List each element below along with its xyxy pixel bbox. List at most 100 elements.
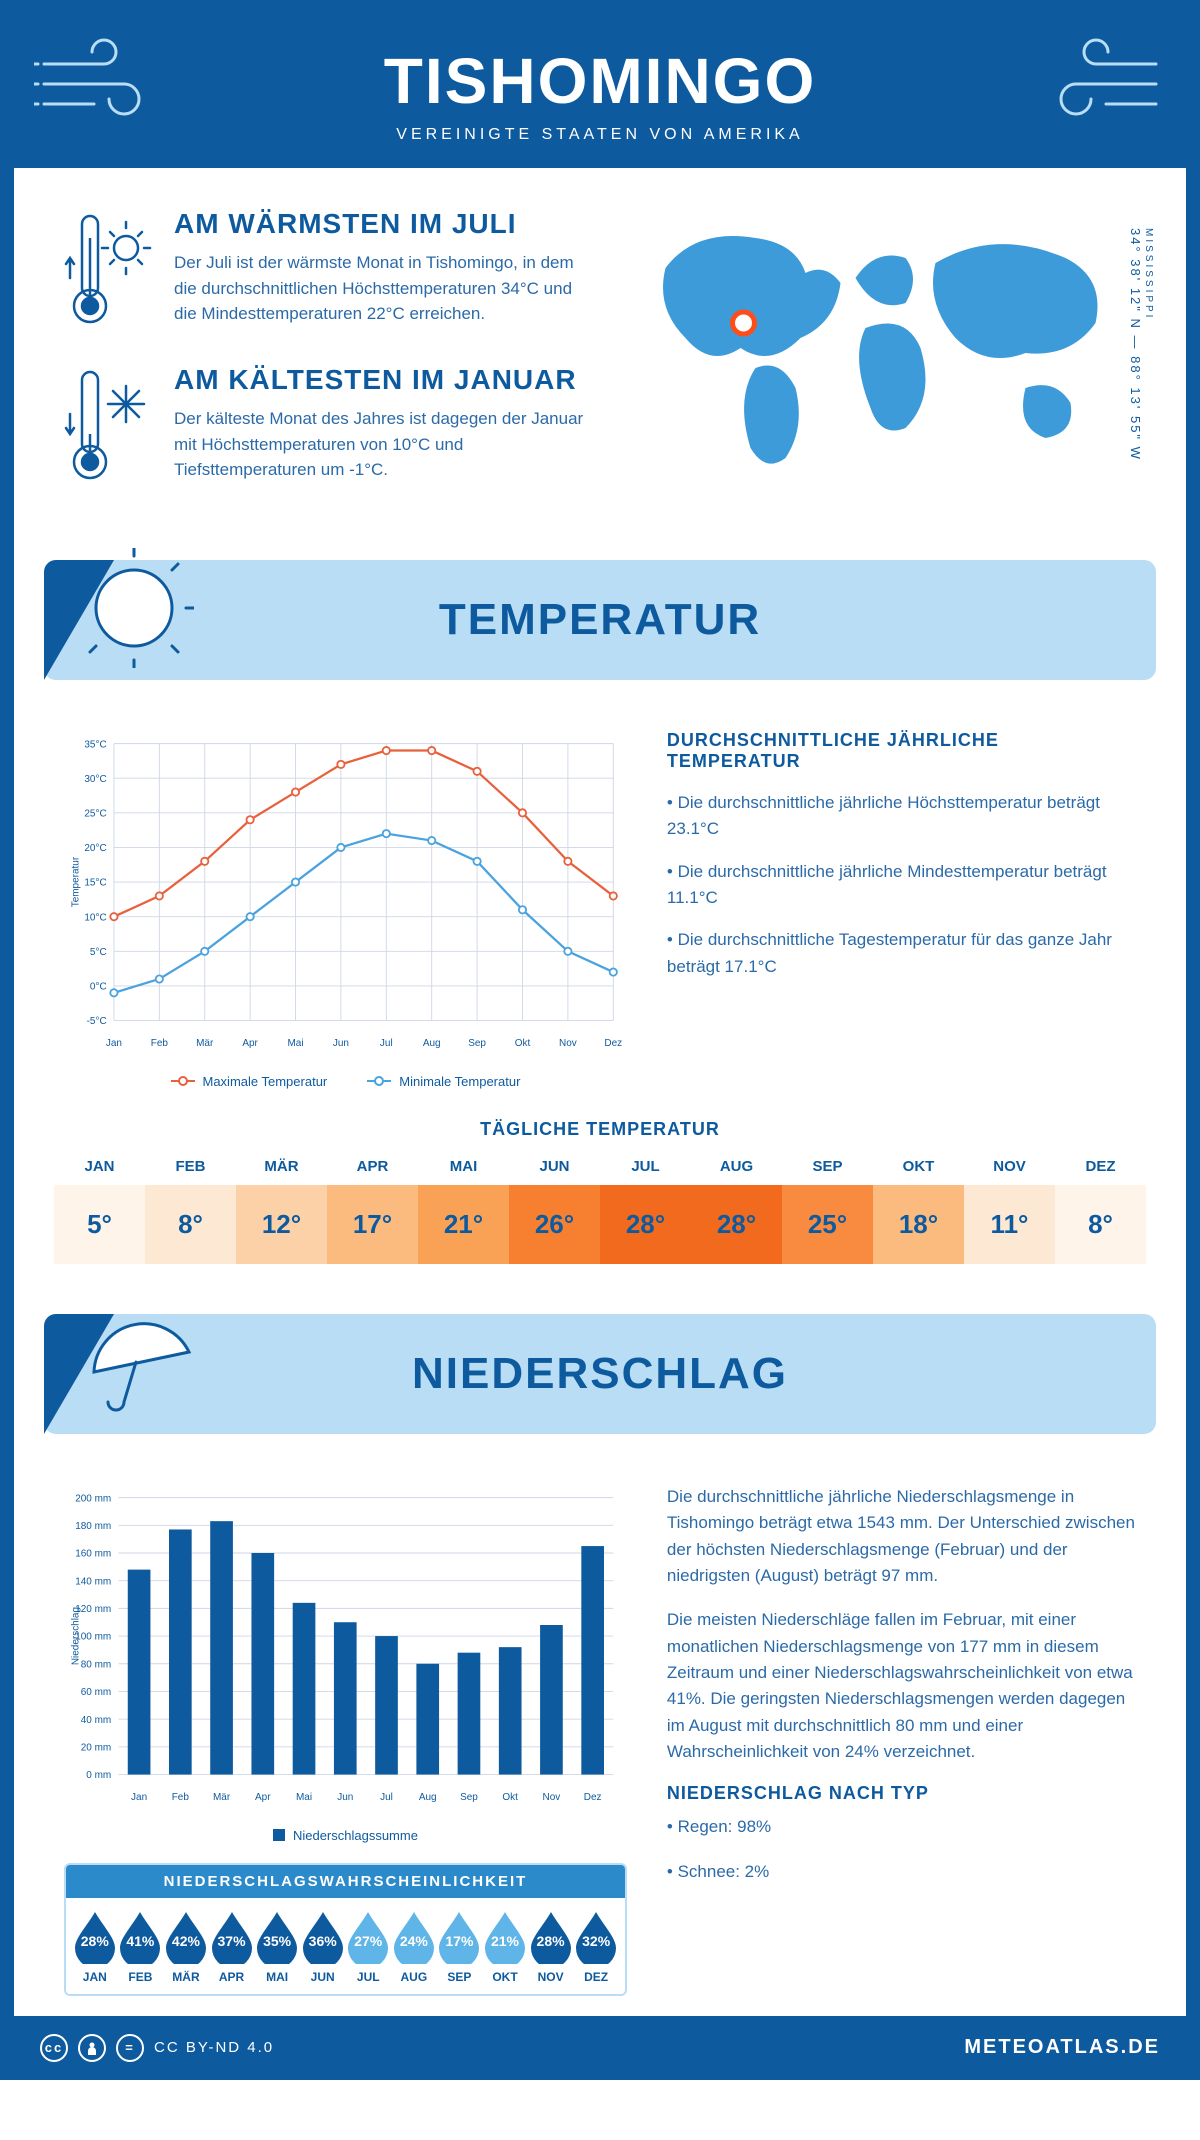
svg-text:0°C: 0°C: [90, 982, 107, 993]
page-title: TISHOMINGO: [34, 44, 1166, 118]
svg-text:40 mm: 40 mm: [81, 1715, 111, 1726]
fact-coldest: AM KÄLTESTEN IM JANUAR Der kälteste Mona…: [64, 364, 585, 484]
header: TISHOMINGO VEREINIGTE STAATEN VON AMERIK…: [14, 14, 1186, 168]
svg-text:60 mm: 60 mm: [81, 1687, 111, 1698]
svg-text:35°C: 35°C: [84, 739, 106, 750]
svg-text:200 mm: 200 mm: [75, 1493, 111, 1504]
daily-cell: OKT18°: [873, 1158, 964, 1264]
svg-text:5°C: 5°C: [90, 947, 107, 958]
sun-icon: [74, 548, 194, 668]
probability-cell: 32% DEZ: [573, 1910, 619, 1984]
probability-cell: 36% JUN: [300, 1910, 346, 1984]
daily-cell: SEP25°: [782, 1158, 873, 1264]
svg-text:Jun: Jun: [333, 1038, 349, 1049]
probability-cell: 42% MÄR: [163, 1910, 209, 1984]
license-label: CC BY-ND 4.0: [154, 2039, 274, 2056]
svg-text:0 mm: 0 mm: [86, 1770, 111, 1781]
svg-text:20°C: 20°C: [84, 843, 106, 854]
svg-text:Okt: Okt: [515, 1038, 531, 1049]
fact-warm-text: Der Juli ist der wärmste Monat in Tishom…: [174, 250, 585, 327]
svg-text:Jul: Jul: [380, 1038, 393, 1049]
svg-text:15°C: 15°C: [84, 878, 106, 889]
svg-text:Nov: Nov: [559, 1038, 577, 1049]
svg-text:Sep: Sep: [460, 1792, 478, 1803]
thermometer-snow-icon: [64, 364, 154, 484]
svg-text:Temperatur: Temperatur: [71, 856, 82, 907]
svg-text:80 mm: 80 mm: [81, 1659, 111, 1670]
nd-icon: =: [116, 2034, 144, 2062]
fact-cold-text: Der kälteste Monat des Jahres ist dagege…: [174, 406, 585, 483]
svg-text:Aug: Aug: [423, 1038, 441, 1049]
svg-text:180 mm: 180 mm: [75, 1521, 111, 1532]
svg-text:10°C: 10°C: [84, 912, 106, 923]
daily-temp-title: TÄGLICHE TEMPERATUR: [14, 1119, 1186, 1140]
svg-text:Dez: Dez: [584, 1792, 602, 1803]
precip-legend: Niederschlagssumme: [64, 1828, 627, 1843]
precip-summary: Die durchschnittliche jährliche Niedersc…: [667, 1484, 1136, 1996]
fact-cold-title: AM KÄLTESTEN IM JANUAR: [174, 364, 585, 396]
temperature-legend: Maximale Temperatur Minimale Temperatur: [64, 1074, 627, 1089]
svg-text:Mär: Mär: [213, 1792, 231, 1803]
daily-cell: MAI21°: [418, 1158, 509, 1264]
section-title-temperature: TEMPERATUR: [44, 595, 1156, 645]
thermometer-sun-icon: [64, 208, 154, 328]
wind-icon: [34, 34, 174, 134]
probability-cell: 17% SEP: [437, 1910, 483, 1984]
daily-cell: JUN26°: [509, 1158, 600, 1264]
section-banner-temperature: TEMPERATUR: [44, 560, 1156, 680]
svg-text:Mai: Mai: [296, 1792, 312, 1803]
probability-cell: 27% JUL: [345, 1910, 391, 1984]
daily-cell: DEZ8°: [1055, 1158, 1146, 1264]
svg-text:25°C: 25°C: [84, 808, 106, 819]
svg-text:Sep: Sep: [468, 1038, 486, 1049]
svg-text:Niederschlag: Niederschlag: [71, 1607, 82, 1665]
by-icon: [78, 2034, 106, 2062]
svg-text:Jan: Jan: [131, 1792, 147, 1803]
svg-text:30°C: 30°C: [84, 774, 106, 785]
umbrella-icon: [74, 1302, 194, 1422]
daily-cell: JAN5°: [54, 1158, 145, 1264]
temperature-line-chart: -5°C 0°C 5°C 10°C 15°C 20°C 25°C 30°C 35°C Jan Feb…: [64, 730, 627, 1089]
svg-text:Feb: Feb: [151, 1038, 169, 1049]
daily-cell: AUG28°: [691, 1158, 782, 1264]
svg-text:Jan: Jan: [106, 1038, 122, 1049]
section-banner-precip: NIEDERSCHLAG: [44, 1314, 1156, 1434]
svg-text:Apr: Apr: [242, 1038, 258, 1049]
wind-icon: [1026, 34, 1166, 134]
svg-text:Mai: Mai: [287, 1038, 303, 1049]
footer: cc = CC BY-ND 4.0 METEOATLAS.DE: [0, 2016, 1200, 2080]
svg-text:Nov: Nov: [543, 1792, 561, 1803]
daily-cell: NOV11°: [964, 1158, 1055, 1264]
temperature-summary: DURCHSCHNITTLICHE JÄHRLICHE TEMPERATUR •…: [667, 730, 1136, 1089]
probability-box: NIEDERSCHLAGSWAHRSCHEINLICHKEIT 28% JAN …: [64, 1863, 627, 1996]
probability-cell: 41% FEB: [118, 1910, 164, 1984]
svg-text:-5°C: -5°C: [87, 1016, 107, 1027]
svg-text:Dez: Dez: [604, 1038, 622, 1049]
daily-cell: APR17°: [327, 1158, 418, 1264]
probability-cell: 28% JAN: [72, 1910, 118, 1984]
svg-text:Feb: Feb: [172, 1792, 190, 1803]
page-subtitle: VEREINIGTE STAATEN VON AMERIKA: [34, 126, 1166, 144]
probability-cell: 24% AUG: [391, 1910, 437, 1984]
probability-cell: 21% OKT: [482, 1910, 528, 1984]
intro-section: AM WÄRMSTEN IM JULI Der Juli ist der wär…: [14, 168, 1186, 550]
section-title-precip: NIEDERSCHLAG: [44, 1349, 1156, 1399]
svg-text:Mär: Mär: [196, 1038, 214, 1049]
daily-temp-strip: JAN5°FEB8°MÄR12°APR17°MAI21°JUN26°JUL28°…: [14, 1158, 1186, 1304]
fact-warmest: AM WÄRMSTEN IM JULI Der Juli ist der wär…: [64, 208, 585, 328]
svg-text:Jul: Jul: [380, 1792, 393, 1803]
brand-label: METEOATLAS.DE: [964, 2036, 1160, 2059]
svg-text:Okt: Okt: [502, 1792, 518, 1803]
probability-cell: 35% MAI: [254, 1910, 300, 1984]
probability-cell: 28% NOV: [528, 1910, 574, 1984]
daily-cell: FEB8°: [145, 1158, 236, 1264]
world-map-icon: [615, 208, 1136, 488]
probability-cell: 37% APR: [209, 1910, 255, 1984]
svg-text:Aug: Aug: [419, 1792, 437, 1803]
coordinates-label: MISSISSIPPI 34° 38' 12" N — 88° 13' 55" …: [1128, 228, 1154, 461]
svg-text:Jun: Jun: [337, 1792, 353, 1803]
svg-text:140 mm: 140 mm: [75, 1576, 111, 1587]
precip-bar-chart: 0 mm20 mm40 mm60 mm80 mm100 mm120 mm140 …: [64, 1484, 627, 1811]
cc-icon: cc: [40, 2034, 68, 2062]
fact-warm-title: AM WÄRMSTEN IM JULI: [174, 208, 585, 240]
